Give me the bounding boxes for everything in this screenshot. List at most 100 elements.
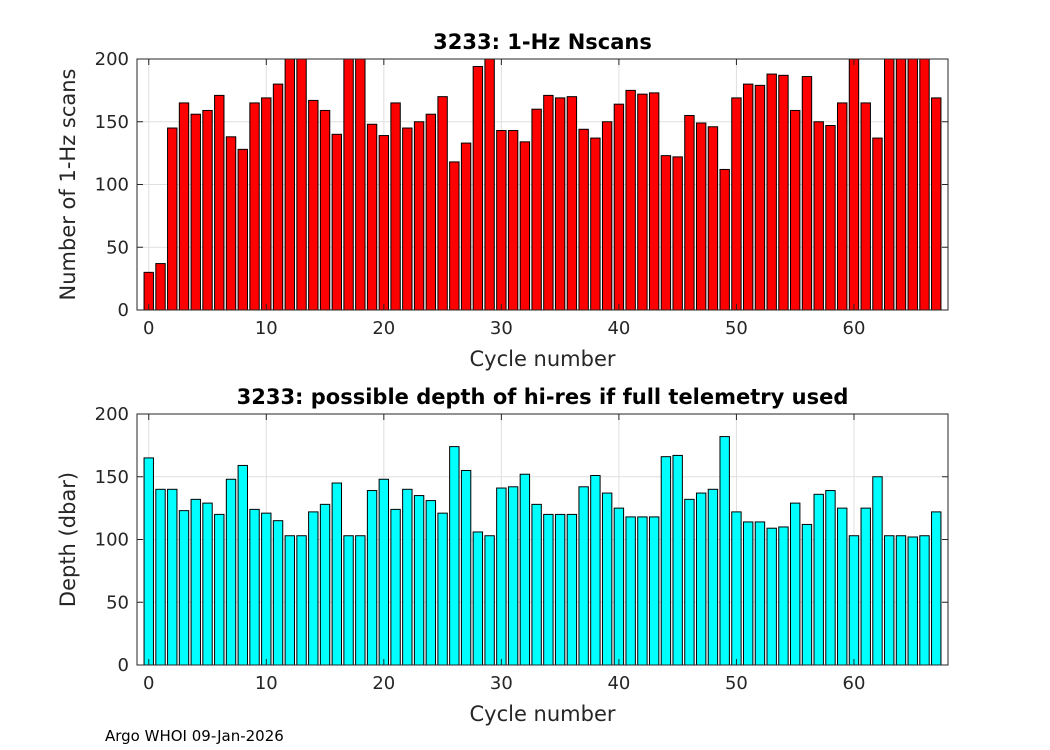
nscans-bar-cycle-30: [496, 130, 507, 311]
nscans-x-tick-label: 60: [843, 318, 866, 339]
nscans-bar-cycle-24: [425, 113, 437, 311]
nscans-bar-cycle-14: [308, 99, 319, 311]
nscans-bar-cycle-25: [437, 96, 448, 311]
nscans-bar-cycle-42: [637, 93, 648, 311]
nscans-bar-cycle-20: [378, 135, 390, 311]
depth-bar-cycle-7: [225, 478, 237, 666]
depth-bar-cycle-13: [296, 535, 307, 666]
nscans-chart-title: 3233: 1-Hz Nscans: [433, 30, 652, 54]
depth-bar-cycle-48: [707, 488, 719, 666]
nscans-bar-cycle-57: [813, 121, 824, 311]
nscans-x-tick-label: 20: [372, 318, 395, 339]
depth-bar-cycle-50: [731, 511, 742, 666]
nscans-bar-cycle-2: [167, 127, 178, 311]
nscans-bar-cycle-56: [801, 76, 813, 311]
depth-bar-cycle-5: [202, 502, 213, 666]
depth-x-tick-label: 0: [143, 673, 154, 694]
nscans-y-tick-label: 200: [95, 49, 129, 70]
nscans-bar-cycle-45: [672, 156, 683, 311]
nscans-bar-cycle-31: [507, 130, 519, 311]
nscans-bar-cycle-33: [531, 108, 542, 311]
depth-bar-cycle-57: [813, 493, 824, 666]
nscans-bar-cycle-58: [825, 125, 836, 311]
depth-y-tick-label: 150: [95, 467, 129, 488]
nscans-bar-cycle-63: [884, 58, 895, 311]
nscans-bar-cycle-64: [895, 58, 907, 311]
depth-bar-cycle-62: [872, 476, 883, 666]
depth-x-tick-label: 20: [372, 673, 395, 694]
depth-bar-cycle-39: [601, 492, 613, 666]
nscans-bar-cycle-15: [319, 109, 331, 311]
nscans-bar-cycle-62: [872, 137, 883, 311]
nscans-bar-cycle-10: [261, 97, 272, 311]
depth-bar-cycle-10: [261, 512, 272, 666]
depth-bar-cycle-36: [566, 513, 578, 666]
nscans-bar-cycle-43: [648, 92, 660, 311]
depth-x-axis-label: Cycle number: [469, 702, 615, 726]
depth-chart: 0 10 20 30 40 50 60 0 50 100 150 200 3233: possible…: [56, 385, 949, 726]
depth-bar-cycle-27: [460, 469, 472, 666]
nscans-bar-cycle-12: [284, 58, 295, 311]
depth-bar-cycle-12: [284, 535, 295, 666]
nscans-bar-cycle-26: [449, 161, 460, 311]
nscans-bar-cycle-40: [613, 103, 625, 311]
depth-bar-cycle-17: [343, 535, 354, 666]
depth-bar-cycle-38: [590, 474, 601, 666]
nscans-bar-cycle-37: [578, 128, 589, 311]
depth-x-tick-label: 50: [725, 673, 748, 694]
depth-bar-cycle-2: [167, 488, 178, 666]
nscans-bar-cycle-44: [660, 155, 672, 311]
nscans-bar-cycle-54: [778, 74, 789, 311]
depth-bar-cycle-43: [648, 516, 660, 666]
nscans-bar-cycle-4: [190, 113, 201, 311]
nscans-bar-cycle-17: [343, 58, 354, 311]
depth-bar-cycle-67: [931, 511, 942, 666]
nscans-bar-cycle-36: [566, 96, 578, 311]
depth-bar-cycle-18: [355, 535, 366, 666]
depth-bar-cycle-49: [719, 436, 730, 666]
nscans-x-tick-label: 30: [490, 318, 513, 339]
nscans-bar-cycle-34: [543, 94, 554, 311]
depth-bar-cycle-41: [625, 516, 636, 666]
nscans-y-tick-label: 150: [95, 112, 129, 133]
depth-bar-cycle-54: [778, 526, 789, 666]
nscans-y-axis-label: Number of 1-Hz scans: [56, 69, 80, 301]
nscans-bar-cycle-3: [178, 102, 190, 311]
nscans-bar-cycle-13: [296, 58, 307, 311]
nscans-bar-cycle-67: [931, 97, 942, 311]
nscans-bar-cycle-35: [554, 97, 566, 311]
nscans-bar-cycle-9: [249, 102, 260, 311]
depth-bar-cycle-14: [308, 511, 319, 666]
depth-bar-cycle-4: [190, 498, 201, 666]
nscans-bar-cycle-49: [719, 168, 730, 311]
depth-bar-cycle-8: [237, 464, 248, 666]
depth-bar-cycle-15: [319, 503, 331, 666]
depth-chart-title: 3233: possible depth of hi-res if full t…: [237, 385, 849, 409]
nscans-bar-cycle-38: [590, 137, 601, 311]
depth-bar-cycle-3: [178, 510, 190, 666]
nscans-bar-cycle-46: [684, 114, 695, 311]
nscans-x-tick-label: 10: [255, 318, 278, 339]
depth-bar-cycle-22: [402, 488, 413, 666]
nscans-bar-cycle-8: [237, 148, 248, 311]
depth-bar-cycle-9: [249, 508, 260, 666]
depth-y-tick-label: 50: [106, 592, 129, 613]
depth-bar-cycle-25: [437, 512, 448, 666]
nscans-bar-cycle-51: [742, 83, 754, 311]
nscans-bar-cycle-28: [472, 66, 484, 311]
nscans-bar-cycle-66: [919, 58, 930, 311]
depth-bar-cycle-59: [837, 507, 848, 666]
depth-bar-cycle-55: [790, 502, 801, 666]
depth-bar-cycle-34: [543, 513, 554, 666]
depth-y-axis-label: Depth (dbar): [56, 472, 80, 607]
nscans-bar-cycle-52: [754, 84, 766, 311]
depth-bar-cycle-19: [366, 490, 378, 666]
depth-bar-cycle-46: [684, 498, 695, 666]
depth-bar-cycle-37: [578, 486, 589, 666]
depth-bar-cycle-47: [695, 492, 707, 666]
nscans-bar-cycle-1: [155, 263, 166, 311]
depth-bar-cycle-66: [919, 535, 930, 666]
nscans-bar-cycle-55: [790, 109, 801, 311]
nscans-chart: 0 10 20 30 40 50 60 0 50 100 150 200 3233: 1-Hz Nsc…: [56, 30, 949, 371]
